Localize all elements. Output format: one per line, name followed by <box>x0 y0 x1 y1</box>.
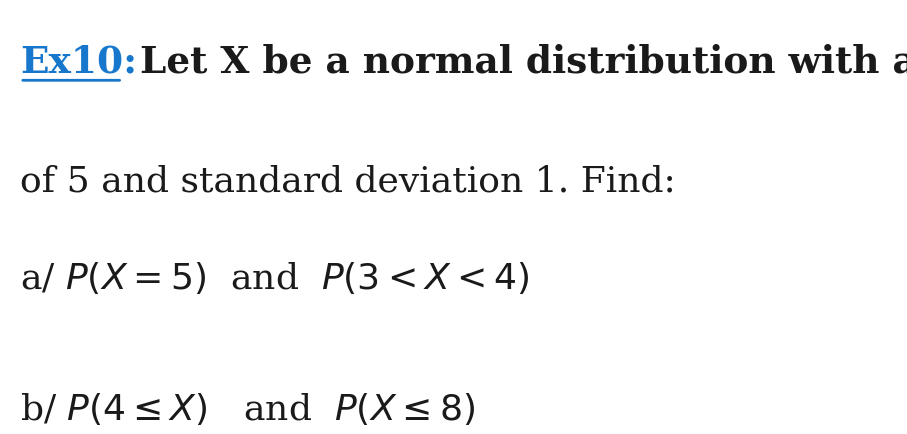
Text: Ex10:: Ex10: <box>20 43 137 80</box>
Text: b/ $P\left(4\leq X\right)$   and  $P\left(X\leq 8\right)$: b/ $P\left(4\leq X\right)$ and $P\left(X… <box>20 391 475 427</box>
Text: a/ $P\left(X=5\right)$  and  $P\left(3<X<4\right)$: a/ $P\left(X=5\right)$ and $P\left(3<X<4… <box>20 260 530 296</box>
Text: Let X be a normal distribution with a mean: Let X be a normal distribution with a me… <box>127 43 907 80</box>
Text: of 5 and standard deviation 1. Find:: of 5 and standard deviation 1. Find: <box>20 165 676 199</box>
